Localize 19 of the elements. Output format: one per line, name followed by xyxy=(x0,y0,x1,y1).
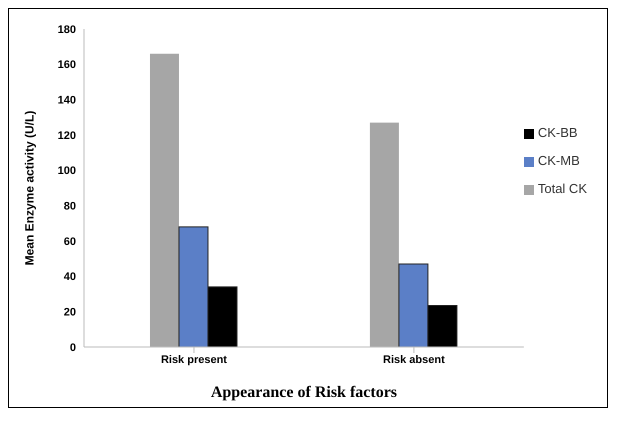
y-tick-label: 40 xyxy=(64,271,76,284)
legend-label: Total CK xyxy=(538,181,587,196)
legend-label: CK-MB xyxy=(538,153,580,168)
y-tick-label: 80 xyxy=(64,200,76,213)
y-axis-title: Mean Enzyme activity (U/L) xyxy=(22,110,36,266)
y-tick-label: 120 xyxy=(58,130,76,142)
y-tick-label: 160 xyxy=(58,59,76,72)
y-tick-label: 60 xyxy=(64,236,76,248)
x-tick-label: Risk present xyxy=(160,354,228,366)
y-tick-label: 140 xyxy=(58,94,76,107)
bar xyxy=(150,54,179,347)
y-tick-label: 0 xyxy=(70,342,76,354)
bar xyxy=(370,122,399,347)
y-tick-label: 100 xyxy=(58,165,76,178)
x-axis-title: Appearance of Risk factors xyxy=(210,384,398,401)
y-tick-label: 20 xyxy=(64,306,76,319)
x-tick-label: Risk absent xyxy=(383,354,446,366)
legend-label: CK-BB xyxy=(538,125,578,140)
y-tick-label: 180 xyxy=(58,24,76,36)
